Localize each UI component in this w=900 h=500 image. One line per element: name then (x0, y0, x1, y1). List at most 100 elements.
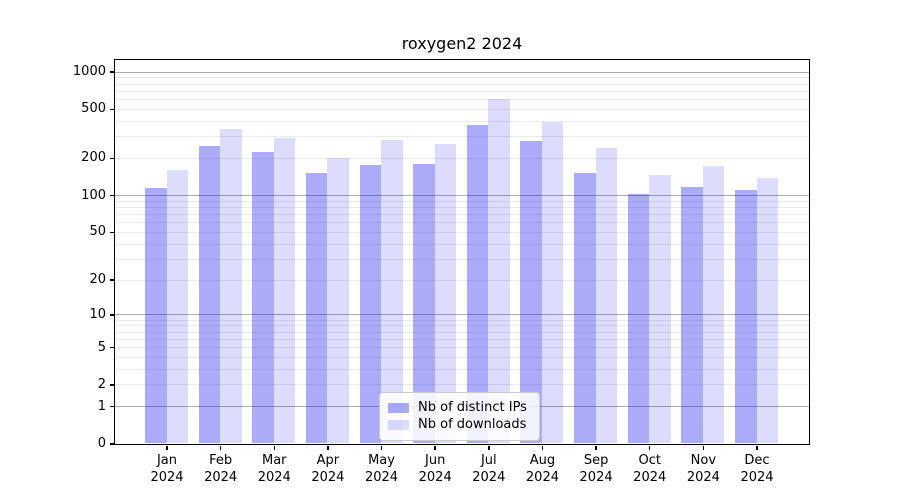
y-tick-label: 0 (97, 436, 106, 451)
x-tick-mark (648, 445, 651, 450)
minor-gridline (114, 206, 809, 208)
x-tick-label: Jul 2024 (472, 453, 506, 485)
y-tick-label: 500 (81, 101, 106, 117)
minor-gridline (114, 319, 809, 321)
minor-gridline (114, 368, 809, 370)
x-tick-label: Apr 2024 (311, 453, 345, 485)
y-tick-mark (109, 279, 114, 281)
x-tick-mark (702, 445, 705, 450)
x-tick-label: Feb 2024 (204, 453, 238, 485)
bar-downloads-jun (434, 143, 457, 444)
x-tick-mark (488, 445, 490, 450)
bar-ips-jun (413, 163, 435, 444)
y-tick-label: 50 (89, 224, 106, 240)
bar-downloads-aug (541, 122, 564, 444)
minor-gridline (114, 231, 809, 233)
y-tick-mark (109, 231, 114, 234)
x-tick-label: Nov 2024 (686, 453, 720, 485)
y-tick-label: 1 (97, 398, 106, 414)
bar-downloads-jul (488, 98, 510, 444)
y-tick-label: 20 (89, 272, 106, 288)
x-tick-label: Oct 2024 (633, 453, 667, 485)
bar-ips-may (359, 165, 382, 444)
x-tick-mark (380, 445, 383, 450)
minor-gridline (114, 331, 809, 333)
bar-ips-oct (627, 193, 650, 444)
major-gridline (114, 195, 809, 196)
bar-ips-mar (252, 152, 274, 444)
legend: Nb of distinct IPs Nb of downloads (379, 392, 540, 441)
x-tick-mark (434, 445, 436, 450)
x-tick-label: Dec 2024 (740, 453, 774, 485)
minor-gridline (114, 120, 809, 122)
legend-label-distinct-ips: Nb of distinct IPs (418, 400, 527, 415)
bar-ips-feb (198, 145, 221, 444)
bar-ips-apr (305, 173, 328, 444)
x-tick-mark (273, 445, 276, 450)
bar-downloads-sep (595, 148, 618, 444)
minor-gridline (114, 258, 809, 260)
major-gridline (114, 314, 809, 316)
y-tick-mark (109, 384, 114, 386)
y-tick-label: 5 (97, 339, 106, 355)
legend-swatch-downloads (388, 419, 409, 430)
minor-gridline (114, 338, 809, 340)
legend-swatch-distinct-ips (388, 402, 409, 413)
minor-gridline (114, 98, 809, 100)
y-tick-label: 200 (81, 150, 106, 166)
x-tick-mark (219, 445, 222, 450)
minor-gridline (114, 108, 809, 110)
y-tick-mark (109, 157, 114, 160)
minor-gridline (114, 83, 809, 85)
minor-gridline (114, 384, 809, 386)
y-tick-mark (109, 71, 114, 73)
x-tick-label: May 2024 (364, 453, 399, 485)
x-tick-label: Aug 2024 (525, 453, 559, 485)
legend-entry-downloads: Nb of downloads (388, 417, 527, 432)
y-tick-label: 100 (81, 187, 106, 203)
bar-ips-jan (145, 188, 167, 444)
y-tick-mark (109, 108, 114, 111)
bar-downloads-oct (649, 175, 671, 444)
bar-ips-jul (466, 124, 489, 444)
chart-title: roxygen2 2024 (401, 34, 523, 53)
plot-area (113, 58, 810, 445)
minor-gridline (114, 347, 809, 349)
major-gridline (114, 71, 809, 73)
bar-downloads-nov (702, 166, 725, 444)
x-tick-mark (166, 445, 168, 450)
y-tick-label: 1000 (72, 64, 106, 79)
x-tick-mark (327, 445, 329, 450)
y-tick-mark (109, 314, 114, 316)
minor-gridline (114, 356, 809, 358)
bar-ips-aug (520, 141, 542, 444)
bar-ips-nov (681, 186, 703, 444)
minor-gridline (114, 325, 809, 327)
bar-downloads-apr (327, 158, 349, 444)
x-tick-mark (756, 445, 758, 450)
minor-gridline (114, 222, 809, 224)
y-tick-mark (109, 443, 114, 445)
bar-downloads-mar (273, 138, 296, 444)
y-tick-mark (109, 405, 114, 408)
bar-ips-sep (574, 172, 596, 444)
y-tick-label: 10 (89, 306, 106, 322)
y-tick-label: 2 (97, 376, 106, 392)
x-tick-mark (541, 445, 544, 450)
minor-gridline (114, 136, 809, 138)
x-tick-label: Jun 2024 (418, 453, 452, 485)
x-tick-label: Jan 2024 (150, 453, 184, 485)
minor-gridline (114, 243, 809, 245)
bar-ips-dec (735, 190, 757, 444)
x-tick-label: Sep 2024 (579, 453, 613, 485)
legend-entry-distinct-ips: Nb of distinct IPs (388, 400, 527, 415)
bar-downloads-may (381, 139, 403, 444)
legend-label-downloads: Nb of downloads (418, 417, 527, 432)
minor-gridline (114, 90, 809, 92)
y-tick-mark (109, 346, 114, 349)
bar-downloads-feb (220, 129, 242, 444)
y-tick-mark (109, 194, 114, 197)
minor-gridline (114, 200, 809, 202)
minor-gridline (114, 157, 809, 159)
